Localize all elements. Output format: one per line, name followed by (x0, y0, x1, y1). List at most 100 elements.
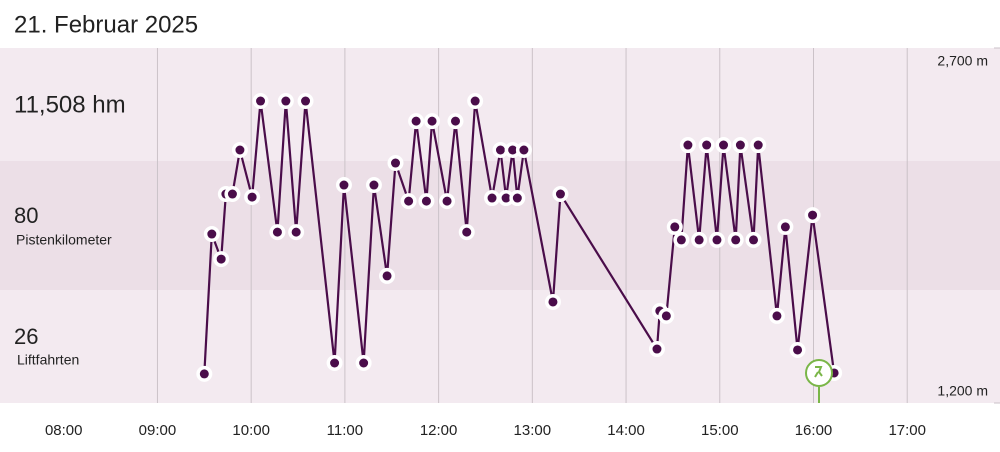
lift-point (244, 189, 261, 206)
lift-point (679, 137, 696, 154)
lift-point (288, 224, 305, 241)
marker-icon (805, 359, 833, 403)
lift-point (231, 142, 248, 159)
point-dot (207, 229, 217, 239)
lift-point (277, 93, 294, 110)
lift-point (365, 177, 382, 194)
point-dot (382, 271, 392, 281)
point-dot (450, 116, 460, 126)
stat-label: Liftfahrten (17, 352, 79, 368)
lift-point (673, 231, 690, 248)
point-dot (442, 196, 452, 206)
lift-point (252, 93, 269, 110)
lift-point (515, 142, 532, 159)
point-dot (749, 235, 759, 245)
point-dot (421, 196, 431, 206)
lift-point (492, 142, 509, 159)
point-dot (501, 193, 511, 203)
lift-point (648, 341, 665, 358)
point-dot (470, 96, 480, 106)
point-dot (359, 358, 369, 368)
point-dot (512, 193, 522, 203)
stat-value: 80 (14, 203, 38, 228)
lift-point (777, 218, 794, 235)
point-dot (661, 311, 671, 321)
point-dot (793, 345, 803, 355)
lift-point (418, 193, 435, 210)
point-dot (227, 189, 237, 199)
point-dot (404, 196, 414, 206)
point-dot (519, 145, 529, 155)
point-dot (247, 192, 257, 202)
x-tick-label: 08:00 (45, 422, 83, 439)
point-dot (735, 140, 745, 150)
y-tick-label: 2,700 m (937, 53, 988, 69)
point-dot (712, 235, 722, 245)
marker-glyph (814, 366, 823, 378)
point-dot (753, 140, 763, 150)
lift-point (715, 137, 732, 154)
lift-point (509, 190, 526, 207)
point-dot (694, 235, 704, 245)
stat-value: 26 (14, 324, 38, 349)
point-dot (731, 235, 741, 245)
lift-point (326, 355, 343, 372)
x-tick-label: 12:00 (420, 422, 458, 439)
lift-point (355, 355, 372, 372)
lift-point (745, 231, 762, 248)
date-title: 21. Februar 2025 (14, 11, 198, 38)
lift-point (458, 224, 475, 241)
point-dot (256, 96, 266, 106)
grid (156, 47, 1000, 404)
lift-point (698, 137, 715, 154)
lift-point (691, 231, 708, 248)
point-dot (291, 227, 301, 237)
x-tick-label: 10:00 (232, 422, 270, 439)
lift-point (424, 113, 441, 130)
point-dot (427, 116, 437, 126)
point-dot (780, 222, 790, 232)
point-dot (235, 145, 245, 155)
point-dot (548, 297, 558, 307)
lift-point (552, 186, 569, 203)
plot (196, 93, 843, 382)
band (0, 290, 1000, 403)
point-dot (330, 358, 340, 368)
point-dot (702, 140, 712, 150)
point-dot (281, 96, 291, 106)
lift-point (269, 224, 286, 241)
point-dot (808, 210, 818, 220)
point-dot (683, 140, 693, 150)
lift-point (439, 193, 456, 210)
point-dot (676, 235, 686, 245)
y-tick-label: 1,200 m (937, 383, 988, 399)
lift-point (213, 251, 230, 268)
lift-point (467, 93, 484, 110)
point-dot (555, 189, 565, 199)
stat-value: 11,508 hm (14, 91, 126, 118)
x-tick-label: 09:00 (139, 422, 177, 439)
point-dot (487, 193, 497, 203)
point-dot (272, 227, 282, 237)
lift-point (504, 142, 521, 159)
lift-point (708, 231, 725, 248)
lift-point (789, 341, 806, 358)
lift-point (196, 365, 213, 382)
lift-point (447, 113, 464, 130)
point-dot (495, 145, 505, 155)
point-dot (772, 311, 782, 321)
lift-point (400, 193, 417, 210)
x-tick-label: 11:00 (327, 422, 363, 439)
point-dot (339, 180, 349, 190)
lift-point (750, 137, 767, 154)
lift-point (498, 190, 515, 207)
lift-point (768, 307, 785, 324)
point-dot (508, 145, 518, 155)
lift-point (732, 137, 749, 154)
x-tick-label: 17:00 (888, 422, 926, 439)
stat-label: Pistenkilometer (16, 232, 112, 248)
x-tick-label: 13:00 (514, 422, 552, 439)
lift-point (203, 226, 220, 243)
